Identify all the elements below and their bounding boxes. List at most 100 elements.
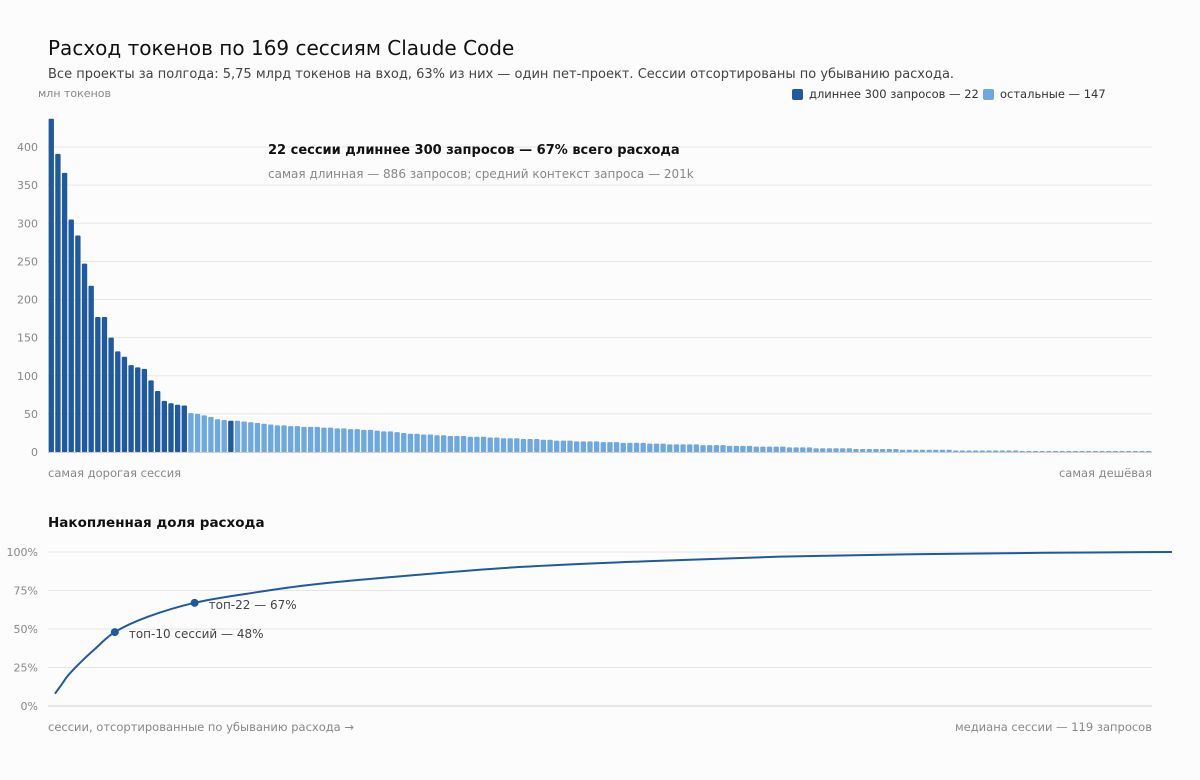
bar-session [527, 439, 533, 452]
bar-session [1006, 450, 1012, 452]
bar-session [1132, 451, 1138, 452]
bar-session [959, 450, 966, 452]
bar-session [208, 416, 214, 452]
bar-session [401, 432, 407, 452]
bar-session [1012, 450, 1019, 452]
bar-session [1125, 451, 1132, 452]
legend-swatch-rest [983, 88, 994, 100]
bar-session [1112, 451, 1119, 452]
bar-session [1079, 451, 1085, 452]
bar-session [853, 448, 859, 452]
bar-session [660, 443, 666, 452]
bar-session [560, 440, 567, 452]
bar-session [973, 450, 979, 452]
bar-session [514, 438, 520, 452]
bar-session [766, 446, 773, 452]
bar-session [354, 429, 360, 452]
bar-session [926, 449, 932, 452]
bar-session [474, 436, 480, 452]
bar-session [613, 442, 620, 452]
bar-session [627, 442, 633, 452]
line-y-tick-label: 50% [14, 623, 38, 636]
bar-axis-right-caption: самая дешёвая [1058, 466, 1152, 480]
bar-session [580, 441, 586, 452]
bar-session [720, 445, 726, 452]
bar-session [261, 423, 267, 452]
cumulative-marker-label: топ-10 сессий — 48% [129, 627, 264, 641]
bar-session [135, 367, 141, 452]
bar-session [946, 449, 952, 452]
bar-session [567, 440, 573, 452]
bar-session [760, 446, 766, 452]
bar-session [693, 444, 700, 452]
bar-session [268, 424, 274, 452]
bar-session [254, 423, 261, 452]
bar-session [773, 446, 779, 452]
bar-session [540, 439, 547, 452]
bar-session [620, 442, 626, 452]
bar-y-tick-label: 250 [17, 255, 38, 268]
bar-y-tick-label: 100 [17, 370, 38, 383]
chart-subtitle: Все проекты за полгода: 5,75 млрд токено… [48, 67, 955, 82]
bar-session [587, 441, 593, 452]
line-y-tick-label: 75% [14, 585, 38, 598]
bar-session [500, 438, 507, 452]
bar-axis-left-caption: самая дорогая сессия [48, 466, 182, 480]
bar-session [48, 118, 54, 452]
bar-session [707, 445, 713, 452]
bar-session [234, 420, 241, 452]
bar-session [933, 449, 939, 452]
bar-session [554, 440, 560, 452]
bar-session [440, 435, 447, 452]
bar-session [454, 435, 460, 452]
annotation-main: 22 сессии длиннее 300 запросов — 67% все… [268, 143, 680, 158]
bar-session [1052, 451, 1059, 452]
bar-session [680, 444, 686, 452]
bar-session [573, 441, 580, 452]
bar-session [893, 448, 899, 452]
bar-session [1139, 451, 1145, 452]
bar-session [115, 351, 121, 452]
bar-session [394, 432, 400, 452]
bar-session [667, 444, 673, 452]
bar-session [274, 425, 281, 452]
bar-session [201, 415, 207, 452]
bar-session [494, 437, 500, 452]
bar-session [1072, 451, 1079, 452]
cumulative-marker [190, 598, 199, 607]
bar-session [88, 285, 94, 452]
bar-session [214, 419, 221, 452]
bar-session [653, 443, 660, 452]
bar-session [647, 443, 653, 452]
bar-session [174, 404, 181, 452]
bar-session [407, 433, 414, 452]
bar-session [367, 429, 374, 452]
bar-session [161, 400, 168, 452]
bar-session [281, 425, 287, 452]
bar-session [1019, 451, 1025, 452]
bar-session [793, 447, 799, 452]
bar-session [221, 419, 227, 452]
line-axis-left-caption: сессии, отсортированные по убыванию расх… [48, 720, 355, 734]
bar-session [480, 436, 487, 452]
bar-session [507, 438, 513, 452]
bar-session [833, 448, 839, 452]
legend-item-rest: остальные — 147 [983, 87, 1106, 101]
annotation-sub: самая длинная — 886 запросов; средний ко… [268, 167, 694, 181]
legend-label-rest: остальные — 147 [1000, 87, 1106, 101]
bar-session [341, 428, 347, 452]
bar-session [427, 434, 434, 452]
bar-y-tick-label: 150 [17, 332, 38, 345]
bar-session [992, 450, 999, 452]
bar-session [168, 403, 174, 452]
bar-session [460, 435, 467, 452]
bar-session [806, 447, 813, 452]
bar-session [248, 422, 254, 452]
bar-session [1032, 451, 1039, 452]
bar-session [919, 449, 926, 452]
bar-session [61, 172, 68, 453]
chart-title: Расход токенов по 169 сессиям Claude Cod… [48, 36, 515, 60]
bar-session [600, 442, 606, 452]
bar-session [374, 430, 380, 452]
